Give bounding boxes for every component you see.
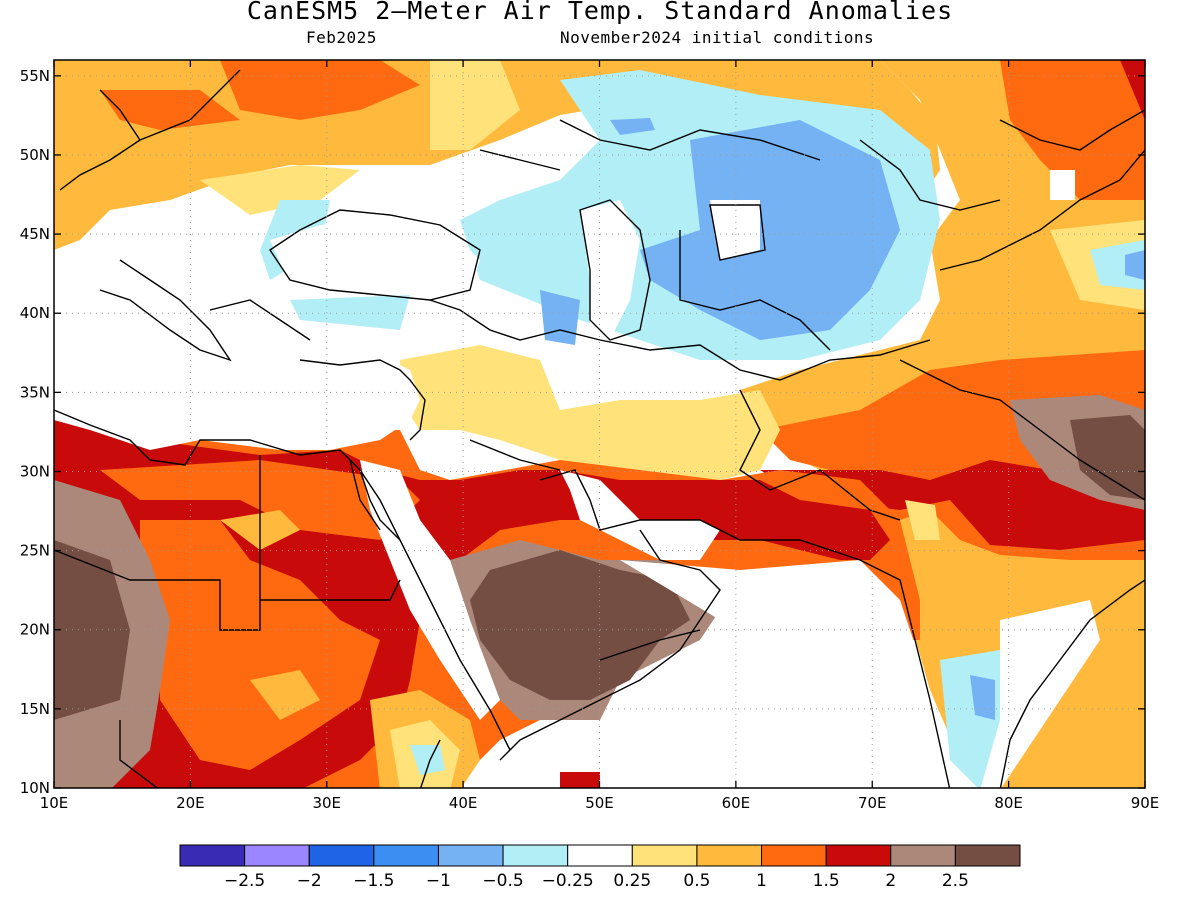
forecast-month: Feb2025	[306, 28, 377, 47]
colorbar-swatch	[179, 844, 246, 867]
lon-tick-label: 80E	[994, 794, 1023, 812]
lat-tick-label: 45N	[20, 225, 50, 243]
colorbar-label: −1.5	[353, 871, 394, 891]
lat-tick-label: 10N	[20, 779, 50, 797]
colorbar-swatch	[825, 844, 892, 867]
colorbar-label: 1.5	[813, 871, 840, 891]
lon-tick-label: 50E	[585, 794, 614, 812]
lat-tick-label: 30N	[20, 462, 50, 480]
lon-tick-label: 20E	[176, 794, 205, 812]
colorbar: −2.5 −2 −1.5 −1 −0.5 −0.25 0.25 0.5 1 1.5 2 2.5	[179, 844, 1021, 891]
colorbar-swatch	[244, 844, 310, 867]
coastlines	[54, 69, 1145, 788]
initial-conditions: November2024 initial conditions	[560, 28, 875, 47]
lat-tick-label: 35N	[20, 383, 50, 401]
lon-tick-label: 70E	[858, 794, 887, 812]
colorbar-swatch	[373, 844, 439, 867]
colorbar-swatch	[631, 844, 698, 867]
colorbar-label: −2	[297, 871, 322, 891]
lat-tick-label: 25N	[20, 542, 50, 560]
lon-tick-label: 30E	[312, 794, 341, 812]
colorbar-swatch	[308, 844, 375, 867]
map-title: CanESM5 2—Meter Air Temp. Standard Anoma…	[246, 0, 954, 25]
colorbar-swatch	[890, 844, 956, 867]
colorbar-label: −0.25	[542, 871, 594, 891]
colorbar-swatch	[954, 844, 1021, 867]
colorbar-swatch	[502, 844, 569, 867]
colorbar-label: 1	[756, 871, 767, 891]
colorbar-label: −2.5	[224, 871, 265, 891]
colorbar-swatch	[696, 844, 763, 867]
colorbar-label: 0.5	[683, 871, 710, 891]
lon-tick-label: 10E	[40, 794, 69, 812]
lat-tick-label: 40N	[20, 304, 50, 322]
colorbar-label: 0.25	[613, 871, 651, 891]
lat-tick-label: 50N	[20, 146, 50, 164]
axis-ticks: 10E 20E 30E 40E 50E 60E 70E 80E 90E 10N 15N 20N 25N 3…	[20, 60, 1160, 812]
colorbar-swatch	[761, 844, 827, 867]
colorbar-swatch	[567, 844, 633, 867]
anomaly-field	[54, 60, 1145, 788]
lat-tick-label: 20N	[20, 621, 50, 639]
lat-tick-label: 15N	[20, 700, 50, 718]
colorbar-label: −1	[426, 871, 451, 891]
lon-tick-label: 40E	[449, 794, 478, 812]
colorbar-label: 2	[885, 871, 896, 891]
lat-tick-label: 55N	[20, 67, 50, 85]
colorbar-label: 2.5	[942, 871, 969, 891]
lon-tick-label: 60E	[722, 794, 751, 812]
graticule	[54, 60, 1145, 788]
colorbar-label: −0.5	[482, 871, 523, 891]
colorbar-swatch	[437, 844, 504, 867]
lon-tick-label: 90E	[1131, 794, 1160, 812]
